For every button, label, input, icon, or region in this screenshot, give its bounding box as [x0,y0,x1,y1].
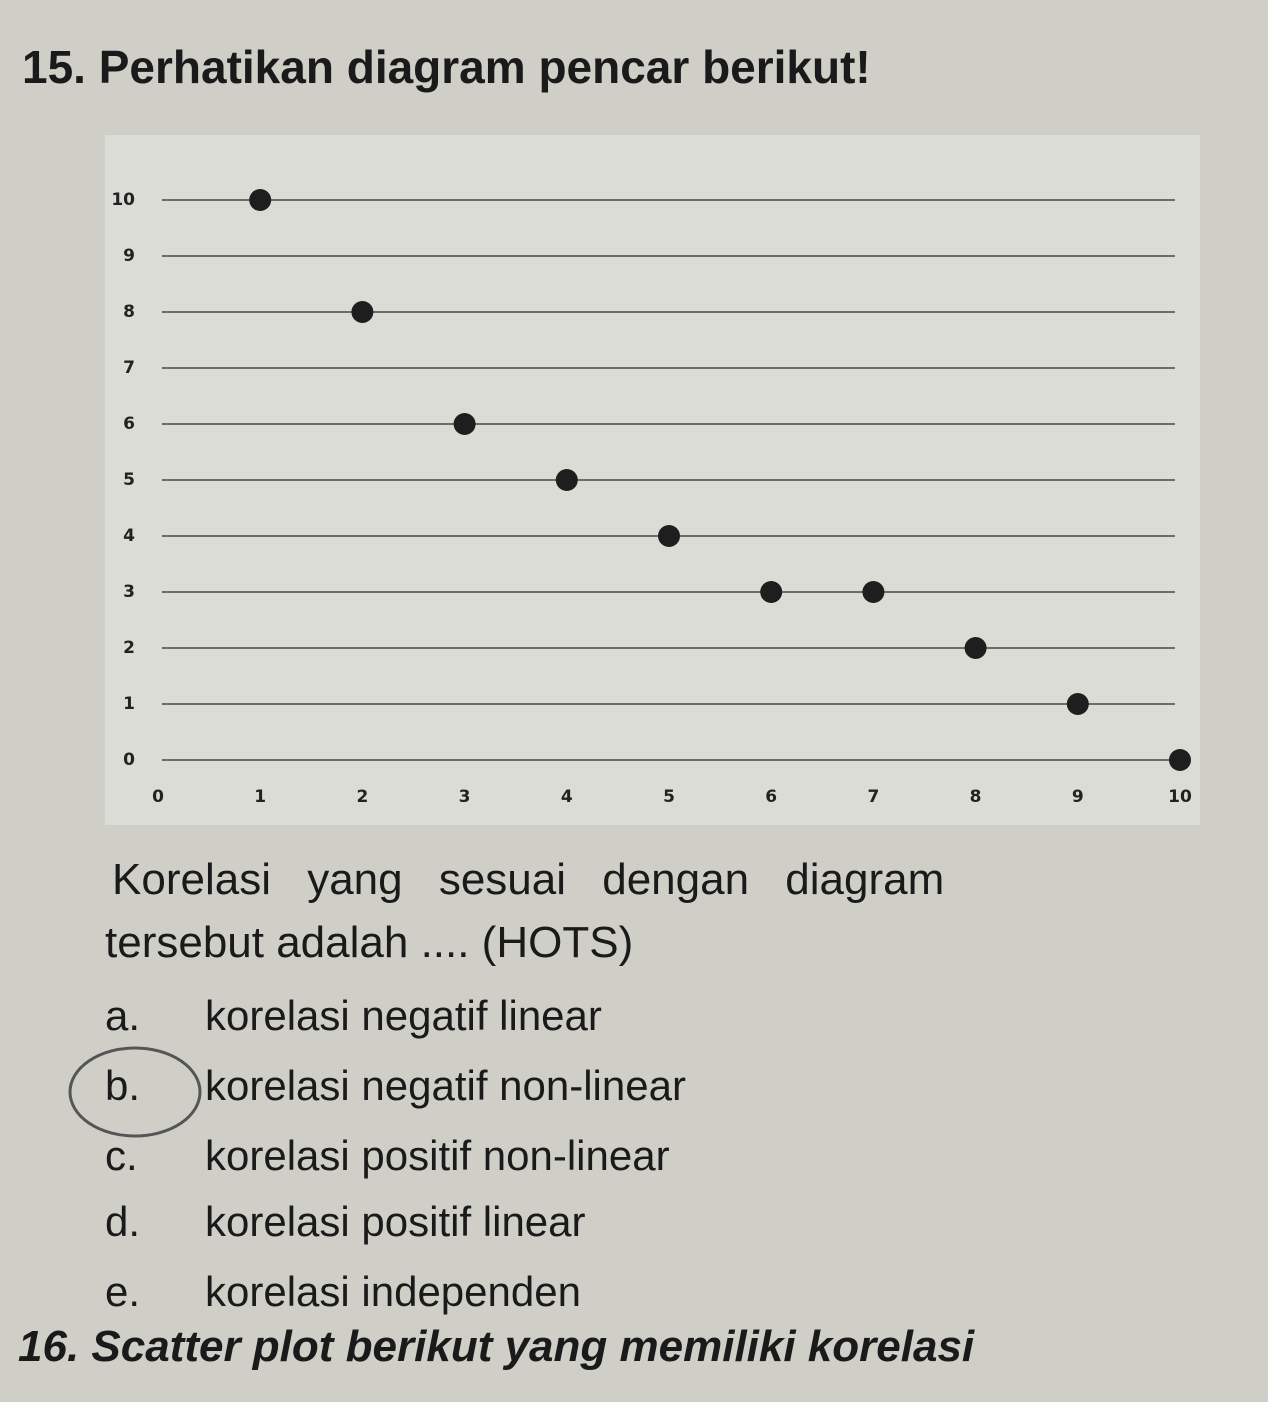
y-tick-label: 6 [123,414,135,434]
y-tick-label: 3 [123,582,135,602]
point [1169,749,1191,771]
point [964,637,987,659]
y-tick-label: 0 [123,750,135,770]
option: d. korelasi positif linear [105,1198,586,1246]
answer-circle [68,1046,202,1138]
option-letter: a. [105,992,141,1039]
x-tick-label: 8 [970,787,982,807]
x-tick-label: 6 [765,787,777,807]
point [862,581,885,603]
point [555,469,578,491]
point [249,189,272,211]
y-tick-label: 2 [123,638,135,658]
y-tick-label: 5 [123,470,135,490]
next-question: 16. Scatter plot berikut yang memiliki k… [18,1322,975,1371]
x-tick-label: 10 [1168,787,1192,807]
option: a. korelasi negatif linear [105,992,602,1040]
x-tick-label: 0 [152,787,164,807]
option-text: korelasi negatif non-linear [205,1062,686,1109]
y-tick-label: 4 [123,526,135,546]
option-letter: b. [105,1062,141,1109]
option-letter: d. [105,1198,141,1245]
y-tick-label: 7 [123,358,135,378]
x-tick-label: 3 [459,787,471,807]
option-text: korelasi positif non-linear [205,1132,670,1179]
question-text: tersebut adalah .... (HOTS) [105,918,634,967]
x-tick-label: 5 [663,787,675,807]
option: b. korelasi negatif non-linear [105,1062,686,1110]
y-tick-label: 9 [123,246,135,266]
option-text: korelasi negatif linear [205,992,602,1039]
option-letter: c. [105,1132,138,1179]
question-text: Korelasi yang sesuai dengan diagram [112,855,945,904]
point [351,301,374,323]
x-tick-label: 2 [356,787,368,807]
point [453,413,476,435]
x-tick-label: 4 [561,787,573,807]
point [658,525,680,547]
option-text: korelasi independen [205,1268,581,1315]
question-title: 15. Perhatikan diagram pencar berikut! [22,41,871,93]
x-tick-label: 1 [254,787,266,807]
x-tick-label: 9 [1072,787,1084,807]
option-text: korelasi positif linear [205,1198,586,1245]
point [1066,693,1089,715]
option-letter: e. [105,1268,141,1315]
chart: 0 1 2 3 4 5 6 7 8 9 10 0 1 2 3 4 5 6 7 8 9 10 [105,135,1200,825]
option: e. korelasi independen [105,1268,581,1316]
y-tick-label: 10 [111,190,135,210]
x-tick-label: 7 [867,787,879,807]
point [760,581,783,603]
y-tick-label: 8 [123,302,135,322]
option: c. korelasi positif non-linear [105,1132,670,1180]
y-tick-label: 1 [123,694,135,714]
